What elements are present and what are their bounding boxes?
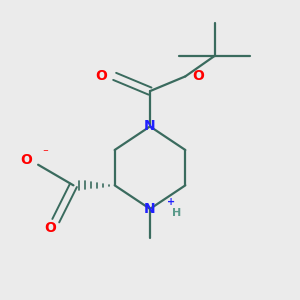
Text: +: + bbox=[167, 196, 175, 206]
Text: O: O bbox=[95, 69, 107, 83]
Text: H: H bbox=[172, 208, 181, 218]
Text: N: N bbox=[144, 202, 156, 216]
Text: N: N bbox=[144, 119, 156, 134]
Text: O: O bbox=[20, 153, 32, 167]
Text: O: O bbox=[44, 221, 56, 235]
Text: ⁻: ⁻ bbox=[43, 148, 48, 158]
Text: O: O bbox=[193, 69, 205, 83]
